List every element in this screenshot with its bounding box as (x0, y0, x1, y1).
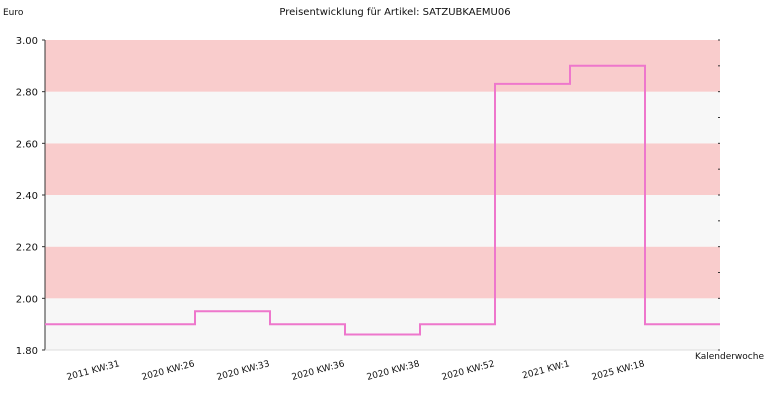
y-tick-label: 2.00 (16, 294, 38, 305)
price-step-line (45, 64, 720, 336)
y-tick-label: 3.00 (16, 36, 38, 47)
background-bands (45, 40, 720, 350)
x-tick-labels: 2011 KW:31 2020 KW:26 2020 KW:33 2020 KW:36… (66, 359, 646, 383)
x-tick-label: 2021 KW:1 (521, 359, 570, 381)
x-tick-label: 2020 KW:33 (216, 359, 271, 383)
x-tick-label: 2011 KW:31 (66, 359, 121, 383)
x-tick-label: 2020 KW:38 (366, 359, 421, 383)
y-tick-label: 1.80 (16, 346, 38, 357)
x-tick-label: 2020 KW:26 (141, 359, 196, 383)
band-3 (45, 143, 720, 195)
y-tick-labels: 1.80 2.00 2.20 2.40 2.60 2.80 3.00 (16, 36, 45, 357)
chart-title: Preisentwicklung für Artikel: SATZUBKAEM… (279, 7, 510, 18)
y-tick-label: 2.20 (16, 243, 38, 254)
y-tick-label: 2.60 (16, 139, 38, 150)
band-1 (45, 246, 720, 299)
band-4 (45, 91, 720, 144)
y-tick-label: 2.80 (16, 88, 38, 99)
y-tick-label: 2.40 (16, 191, 38, 202)
x-tick-label: 2020 KW:52 (441, 359, 496, 383)
y-axis-label: Euro (3, 8, 24, 18)
x-tick-label: 2020 KW:36 (291, 359, 346, 383)
series-layer (45, 64, 720, 336)
band-2 (45, 195, 720, 247)
x-axis-label: Kalenderwoche (695, 352, 764, 362)
x-tick-label: 2025 KW:18 (591, 359, 646, 383)
